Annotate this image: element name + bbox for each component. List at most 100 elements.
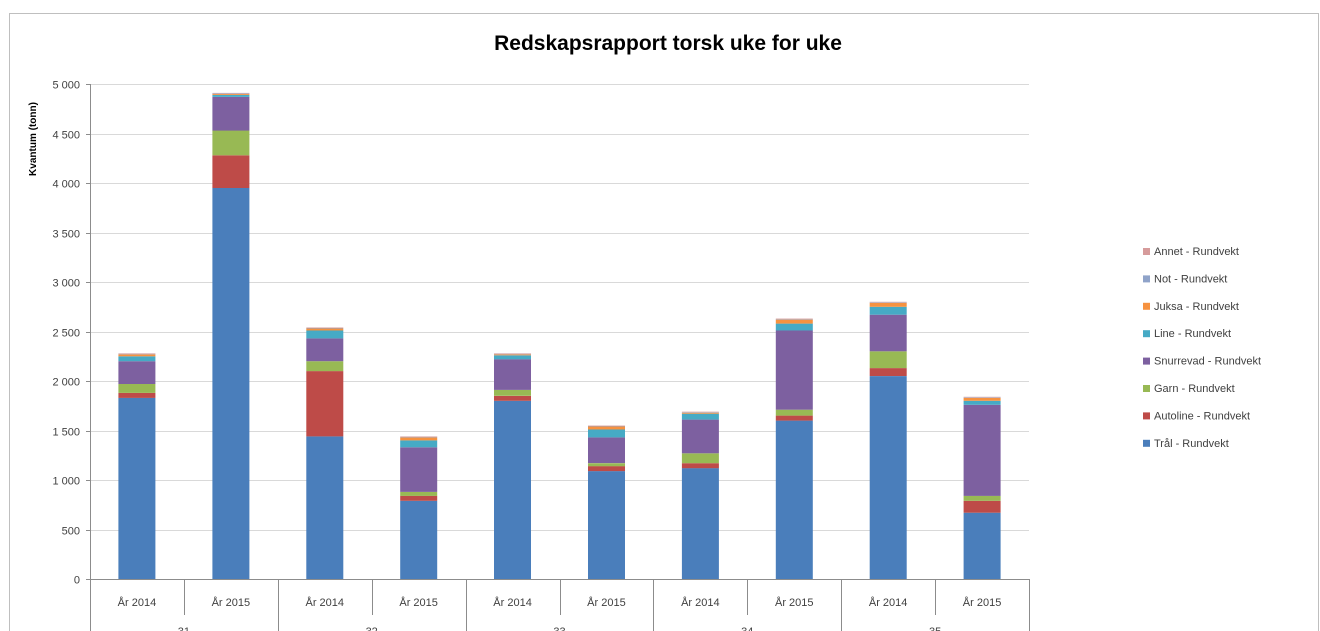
bar-segment xyxy=(588,426,625,427)
bar-segment xyxy=(494,395,531,401)
bar-segment xyxy=(212,94,250,97)
x-tick-label: År 2015 xyxy=(399,596,438,609)
legend-entry: Annet - Rundvekt xyxy=(1154,246,1239,258)
chart-title: Redskapsrapport torsk uke for uke xyxy=(494,32,842,55)
bar-segment xyxy=(681,412,719,414)
bar-segment xyxy=(306,327,344,328)
bar-segment xyxy=(212,130,250,156)
bar-segment xyxy=(869,306,907,315)
legend-entry: Line - Rundvekt xyxy=(1154,328,1231,340)
legend-swatch xyxy=(1143,439,1150,447)
y-tick-label: 500 xyxy=(62,526,80,538)
x-tick-label: År 2014 xyxy=(681,596,720,609)
bar-segment xyxy=(400,491,438,496)
bar-segment xyxy=(494,359,531,390)
legend: Annet - Rundvekt Not - Rundvekt Juksa - Ru… xyxy=(1143,246,1261,450)
bar-segment xyxy=(306,328,344,329)
bar-segment xyxy=(775,415,813,421)
x-tick-label: År 2015 xyxy=(963,596,1002,609)
bar-segment xyxy=(212,187,250,579)
bar-segment xyxy=(775,319,813,320)
bar-segment xyxy=(963,400,1001,405)
x-tick-label: År 2015 xyxy=(212,596,251,609)
bar-segment xyxy=(681,463,719,469)
bar-segment xyxy=(306,338,344,362)
bar-segment xyxy=(306,436,344,579)
bar-segment xyxy=(588,471,625,579)
legend-entry: Not - Rundvekt xyxy=(1154,273,1227,285)
legend-entry: Juksa - Rundvekt xyxy=(1154,301,1239,313)
x-tick-label: År 2014 xyxy=(118,596,157,609)
bar-segment xyxy=(400,500,438,579)
bar-segment xyxy=(869,368,907,376)
y-tick-label: 0 xyxy=(74,575,80,587)
y-tick-label: 3 500 xyxy=(52,229,80,241)
bar-segment xyxy=(118,392,156,398)
bar-segment xyxy=(494,355,531,360)
legend-entry: Trål - Rundvekt xyxy=(1154,438,1229,450)
bar-segment xyxy=(118,397,156,579)
bar-segment xyxy=(118,353,156,354)
bar-segment xyxy=(400,440,438,448)
bar-segment xyxy=(400,436,438,437)
bar-segment xyxy=(494,354,531,356)
legend-swatch xyxy=(1143,248,1150,255)
y-axis-label: Kvantum (tonn) xyxy=(28,102,39,176)
bar-segment xyxy=(681,419,719,454)
legend-entry: Snurrevad - Rundvekt xyxy=(1154,356,1261,368)
legend-swatch xyxy=(1143,385,1150,392)
bar-segment xyxy=(775,330,813,410)
bar-segment xyxy=(963,500,1001,513)
legend-swatch xyxy=(1143,412,1150,420)
legend-swatch xyxy=(1143,275,1150,283)
bar-segment xyxy=(681,412,719,413)
x-tick-label: År 2014 xyxy=(305,596,344,609)
bar-segment xyxy=(681,413,719,420)
group-label: 31 xyxy=(178,626,190,631)
bar-segment xyxy=(306,371,344,437)
bar-segment xyxy=(494,389,531,396)
legend-swatch xyxy=(1143,357,1150,365)
bar-segment xyxy=(963,396,1001,398)
bar-segment xyxy=(306,361,344,372)
group-label: 32 xyxy=(366,626,378,631)
bar-segment xyxy=(118,354,156,357)
bar-segment xyxy=(588,425,625,427)
bar-segment xyxy=(963,404,1001,496)
legend-entry: Autoline - Rundvekt xyxy=(1154,410,1250,422)
bar-segment xyxy=(400,437,438,441)
y-tick-label: 1 000 xyxy=(52,476,80,488)
y-tick-label: 5 000 xyxy=(52,80,80,92)
bar-segment xyxy=(212,93,250,95)
bar-segment xyxy=(681,411,719,413)
bar-segment xyxy=(118,384,156,393)
bar-segment xyxy=(588,429,625,438)
bar-segment xyxy=(118,353,156,355)
bar-segment xyxy=(212,92,250,94)
bar-segment xyxy=(775,420,813,579)
bar-segment xyxy=(588,426,625,430)
x-tick-label: År 2014 xyxy=(869,596,908,609)
axes: 0 500 1 000 1 500 2 000 2 500 3 000 3 500 4 000 4… xyxy=(52,80,1030,631)
legend-swatch xyxy=(1143,330,1150,338)
bar-segment xyxy=(400,495,438,501)
bar-segment xyxy=(400,447,438,492)
x-tick-label: År 2015 xyxy=(775,596,814,609)
bar-segment xyxy=(588,466,625,472)
bar-segment xyxy=(306,330,344,339)
group-label: 33 xyxy=(553,626,565,631)
legend-entry: Garn - Rundvekt xyxy=(1154,383,1235,395)
bar-segment xyxy=(869,376,907,579)
bar-segment xyxy=(212,96,250,131)
bar-segment xyxy=(212,93,250,94)
y-tick-label: 2 000 xyxy=(52,377,80,389)
bar-segment xyxy=(869,302,907,303)
bar-segment xyxy=(775,319,813,324)
bar-segment xyxy=(869,302,907,307)
bar-segment xyxy=(963,512,1001,579)
group-label: 34 xyxy=(741,626,753,631)
legend-swatch xyxy=(1143,302,1150,310)
bars xyxy=(118,92,1001,579)
